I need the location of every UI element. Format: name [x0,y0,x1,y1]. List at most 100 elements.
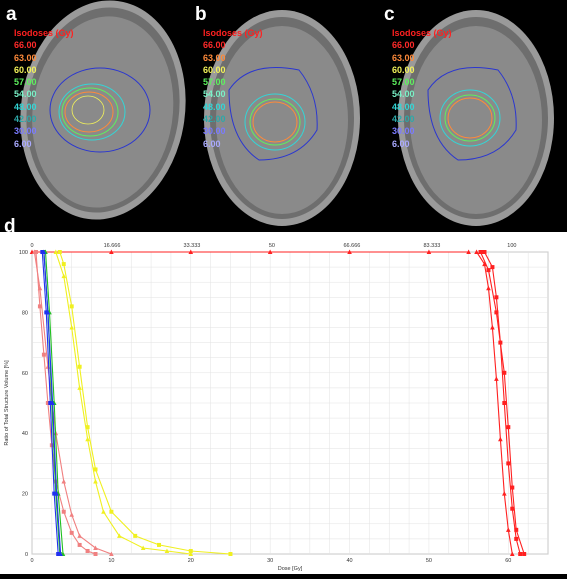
data-point [45,309,51,315]
isodose-level: 42.00 [392,114,415,125]
ct-panel-b: b Isodoses (Gy) 66.00 63.00 60.00 57.00 54.0… [189,0,378,232]
isodose-level: 66.00 [203,40,226,51]
data-point [490,325,495,330]
isodose-legend-b: Isodoses (Gy) 66.00 63.00 60.00 57.00 54.00 4… [203,27,263,150]
data-point [347,249,352,254]
x-axis-label: Dose [Gy] [278,566,303,572]
isodose-level: 63.00 [392,52,415,63]
x-tick-label: 0 [30,558,33,564]
isodose-legend-title: Isodoses (Gy) [203,28,263,38]
data-point [61,273,67,279]
data-point [37,285,43,291]
data-point [117,533,122,538]
data-point [502,401,507,405]
data-point [52,491,57,496]
top-axis-tick-label: 50 [269,243,275,249]
data-point [61,262,66,267]
data-point [188,548,193,553]
panel-label-b: b [195,4,207,25]
top-axis-tick-label: 16.666 [104,243,121,249]
data-point [267,249,273,254]
data-point [506,425,511,430]
data-point [466,249,471,254]
ct-image-b [204,10,360,226]
data-point [498,436,503,442]
isodose-level: 60.00 [392,64,415,75]
data-point [510,485,515,490]
y-tick-label: 80 [22,310,28,316]
data-point [77,533,82,538]
ct-panel-c: c Isodoses (Gy) 66.00 63.00 60.00 57.00 54.0… [378,0,567,232]
data-point [85,548,90,553]
isodose-level: 48.00 [14,101,37,112]
data-point [93,552,98,556]
top-axis-tick-label: 0 [30,243,33,249]
ct-image-c [398,10,554,226]
data-point [494,376,499,381]
panel-label-c: c [384,4,395,25]
isodose-level: 63.00 [14,52,37,63]
data-point [48,401,53,405]
isodose-level: 42.00 [14,114,37,125]
isodose-level: 54.00 [14,89,37,100]
y-axis-label: Ratio of Total Structure Volume [%] [4,360,10,446]
data-point [50,400,55,405]
x-tick-label: 30 [267,558,273,564]
data-point [109,509,114,514]
ct-panel-a: a Isodoses (Gy) 66.00 63.00 60.00 57.00 54.0… [0,0,189,232]
isodose-level: 6.00 [203,138,221,149]
data-point [45,401,50,405]
ct-image-a [20,0,186,220]
data-point [40,250,45,254]
data-point [41,249,47,254]
isodose-level: 60.00 [203,64,226,75]
data-point [506,461,511,466]
isodose-level: 54.00 [203,89,226,100]
data-point [140,545,146,550]
data-point [41,352,46,357]
data-point [57,250,62,254]
data-point [44,310,49,315]
isodose-level: 6.00 [392,138,410,149]
data-point [56,552,61,556]
top-axis-tick-label: 66.666 [344,243,361,249]
data-point [85,425,90,430]
data-point [514,527,519,532]
data-point [54,491,59,496]
isodose-legend-title: Isodoses (Gy) [392,28,452,38]
data-point [486,285,491,291]
data-point [188,249,194,254]
data-point [37,304,42,309]
data-point [69,530,74,535]
data-point [109,249,114,254]
data-point [53,249,59,254]
isodose-level: 42.00 [203,114,226,125]
data-point [502,491,507,496]
y-tick-label: 0 [25,552,28,558]
panel-label-a: a [6,4,17,25]
data-point [77,385,82,390]
isodose-level: 48.00 [203,101,226,112]
isodose-level: 66.00 [14,40,37,51]
data-point [69,304,74,309]
isodose-level: 60.00 [14,64,37,75]
isodose-level: 57.00 [392,77,415,88]
x-tick-label: 40 [346,558,352,564]
isodose-level: 57.00 [203,77,226,88]
series-line [479,251,525,555]
data-point [61,509,66,514]
data-point [164,548,170,553]
data-point [61,479,67,484]
isodose-level: 63.00 [203,52,226,63]
data-point [490,265,495,270]
data-point [58,551,63,556]
top-axis-tick-label: 100 [507,243,516,249]
data-point [93,479,98,484]
data-point [494,295,499,300]
panel-label-d: d [4,216,16,237]
data-point [474,249,479,254]
isodose-legend-a: Isodoses (Gy) 66.00 63.00 60.00 57.00 54.00 4… [14,27,74,150]
data-point [228,552,233,556]
x-tick-label: 50 [426,558,432,564]
